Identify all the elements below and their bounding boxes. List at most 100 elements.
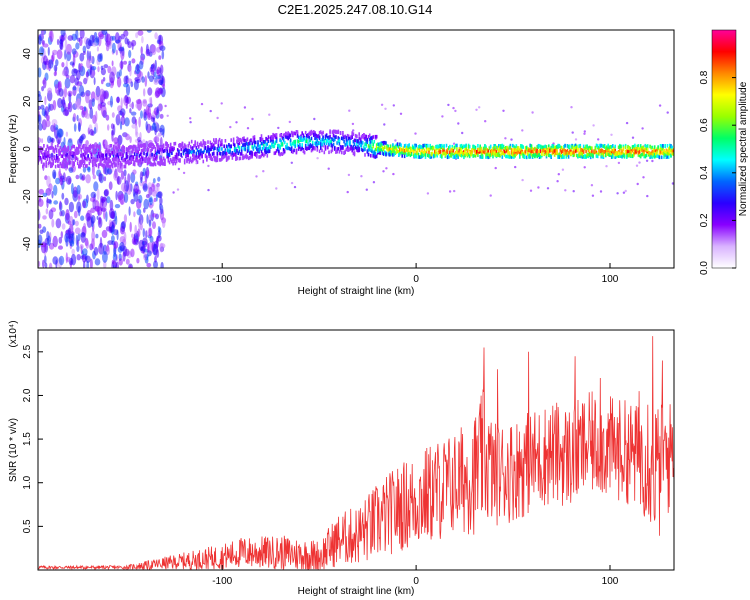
spectrogram-ridge-cell	[72, 164, 74, 168]
spectrogram-ridge-cell	[515, 144, 518, 149]
spectrogram-ridge-cell	[465, 144, 467, 148]
spectrogram-ridge-cell	[53, 155, 56, 159]
spectrogram-ridge-cell	[666, 144, 669, 148]
spectrogram-noise-cell	[38, 67, 42, 78]
spectrogram-ridge-cell	[513, 151, 515, 155]
spectrogram-ridge-cell	[178, 150, 180, 154]
spectrogram-noise-cell	[85, 174, 91, 184]
spectrogram-ridge-cell	[544, 144, 547, 149]
spectrogram-noise-cell	[159, 196, 163, 206]
spectrogram-speck	[235, 121, 238, 124]
spectrogram-ridge-cell	[244, 154, 246, 159]
spectrogram-ridge-cell	[387, 152, 390, 156]
spectrogram-ridge-cell	[329, 139, 331, 144]
spectrogram-speck	[583, 166, 586, 169]
spectrogram-ridge-cell	[315, 143, 317, 147]
spectrogram-noise-cell	[158, 55, 162, 60]
spectrogram-ridge-cell	[619, 151, 621, 156]
spectrogram-ridge-cell	[453, 145, 456, 150]
snr-x-tick-label: -100	[212, 576, 232, 587]
spectrogram-ridge-cell	[385, 152, 387, 157]
spectrogram-ridge-cell	[441, 154, 443, 158]
spectrogram-ridge-cell	[130, 155, 132, 159]
spectrogram-ridge-cell	[288, 134, 291, 139]
spectrogram-ridge-cell	[332, 129, 335, 134]
spectrogram-ridge-cell	[403, 144, 406, 148]
spectrogram-noise-cell	[52, 256, 59, 265]
spectrogram-ridge-cell	[582, 144, 585, 149]
spectrogram-ridge-cell	[334, 137, 336, 142]
spectrogram-noise-cell	[79, 105, 84, 110]
spectrogram-noise-cell	[47, 46, 50, 56]
spectrogram-ridge-cell	[204, 141, 207, 145]
spectrogram-noise-cell	[149, 196, 153, 206]
spectrogram-ridge-cell	[82, 144, 85, 149]
spectrogram-noise-cell	[59, 200, 62, 210]
spectrogram-ridge-cell	[493, 144, 495, 148]
spectrogram-noise-cell	[88, 50, 92, 62]
spectrogram-ridge-cell	[522, 154, 524, 159]
spectrogram-ridge-cell	[252, 139, 255, 144]
spectrogram-speck	[229, 125, 232, 129]
spectrogram-ridge-cell	[242, 156, 244, 161]
spectrogram-ridge-cell	[368, 133, 371, 138]
colorbar: 0.00.20.40.60.8 Normalized spectral ampl…	[699, 29, 749, 275]
spectrogram-ridge-cell	[523, 150, 526, 154]
spectrogram-ridge-cell	[358, 141, 360, 146]
spectrogram-noise-cell	[46, 198, 52, 204]
spectrogram-ridge-cell	[354, 133, 357, 138]
spectrogram-ridge-cell	[97, 145, 100, 149]
spectrogram-ridge-cell	[565, 153, 568, 157]
spectrogram-ridge-cell	[495, 149, 498, 154]
spectrogram-ridge-cell	[322, 135, 324, 139]
spectrogram-ridge-cell	[428, 154, 430, 158]
spectrogram-ridge-cell	[60, 163, 63, 168]
spectrogram-ridge-cell	[171, 151, 173, 155]
spectrogram-ridge-cell	[54, 145, 57, 149]
spectrogram-noise-cell	[111, 35, 116, 41]
spectrogram-ridge-cell	[118, 145, 121, 150]
spectrogram-ridge-cell	[555, 148, 557, 153]
spectrogram-ridge-cell	[160, 145, 163, 149]
spectrogram-noise-cell	[143, 248, 149, 253]
spectrogram-ridge-cell	[132, 155, 135, 159]
spectrogram-ridge-cell	[472, 154, 474, 158]
spectrogram-ridge-cell	[353, 147, 356, 151]
spectrogram-ridge-cell	[121, 156, 123, 161]
spectrogram-ridge-cell	[95, 148, 98, 153]
spectrogram-ridge-cell	[382, 147, 385, 152]
spectrogram-ridge-cell	[473, 144, 476, 149]
spectrogram-ridge-cell	[216, 147, 219, 151]
spectrogram-ridge-cell	[596, 152, 599, 157]
spectrogram-ridge-cell	[622, 147, 625, 152]
spectrogram-ridge-cell	[374, 155, 377, 159]
spectrogram-ridge-cell	[243, 143, 245, 147]
spectrogram-ridge-cell	[450, 152, 452, 157]
spectrogram-ridge-cell	[436, 153, 438, 158]
spectrogram-noise-cell	[106, 196, 111, 204]
spectrogram-ridge-cell	[153, 160, 156, 165]
spectrogram-ridge-cell	[311, 143, 314, 148]
spectrogram-ridge-cell	[247, 141, 250, 146]
spectrogram-noise-cell	[159, 113, 164, 119]
spectrogram-ridge-cell	[505, 146, 507, 150]
spectrogram-ridge-cell	[161, 162, 164, 166]
spectrogram-ridge-cell	[443, 144, 445, 148]
spectrogram-ridge-cell	[311, 140, 314, 145]
spectrogram-ridge-cell	[361, 141, 364, 145]
spectrogram-ridge-cell	[607, 143, 609, 148]
spectrogram-ridge-cell	[226, 145, 229, 149]
spectrogram-ridge-cell	[271, 138, 273, 142]
spectrogram-ridge-cell	[82, 152, 85, 157]
spectrogram-speck	[478, 106, 481, 109]
spectrogram-ridge-cell	[669, 150, 671, 154]
spectrogram-ridge-cell	[50, 146, 52, 150]
spectrogram-ridge-cell	[591, 149, 593, 154]
spectrogram-noise-cell	[153, 71, 157, 78]
spectrogram-ridge-cell	[183, 160, 186, 165]
snr-y-tick-label: 1.5	[22, 432, 33, 446]
spectrogram-noise-cell	[56, 49, 63, 60]
spectrogram-ridge-cell	[614, 150, 616, 155]
spectrogram-ridge-cell	[567, 155, 570, 159]
